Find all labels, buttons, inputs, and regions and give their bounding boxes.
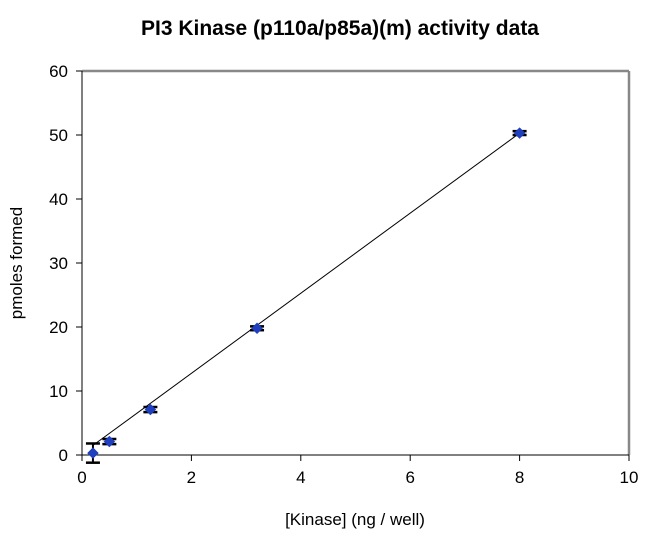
x-tick-label: 2 [187, 468, 196, 487]
data-points [87, 127, 526, 459]
x-tick-label: 10 [620, 468, 639, 487]
y-tick-label: 10 [49, 382, 68, 401]
x-tick-label: 8 [515, 468, 524, 487]
y-tick-label: 0 [59, 446, 68, 465]
plot-area [82, 71, 629, 455]
data-point [87, 447, 99, 459]
x-axis-label: [Kinase] (ng / well) [285, 510, 425, 529]
x-axis-ticks: 0 2 4 6 8 10 [77, 455, 638, 487]
data-point [513, 127, 526, 139]
x-tick-label: 0 [77, 468, 86, 487]
data-point [251, 322, 263, 335]
x-tick-label: 6 [405, 468, 414, 487]
y-axis-label: pmoles formed [7, 207, 26, 319]
trendline [92, 132, 520, 446]
data-point [103, 435, 116, 448]
y-tick-label: 50 [49, 126, 68, 145]
y-tick-label: 20 [49, 318, 68, 337]
y-tick-label: 60 [49, 62, 68, 81]
data-point [144, 403, 157, 416]
chart-title: PI3 Kinase (p110a/p85a)(m) activity data [141, 17, 539, 40]
y-tick-label: 30 [49, 254, 68, 273]
y-axis-ticks: 0 10 20 30 40 50 60 [49, 62, 82, 465]
x-tick-label: 4 [296, 468, 305, 487]
y-tick-label: 40 [49, 190, 68, 209]
trendline-group [92, 132, 520, 446]
